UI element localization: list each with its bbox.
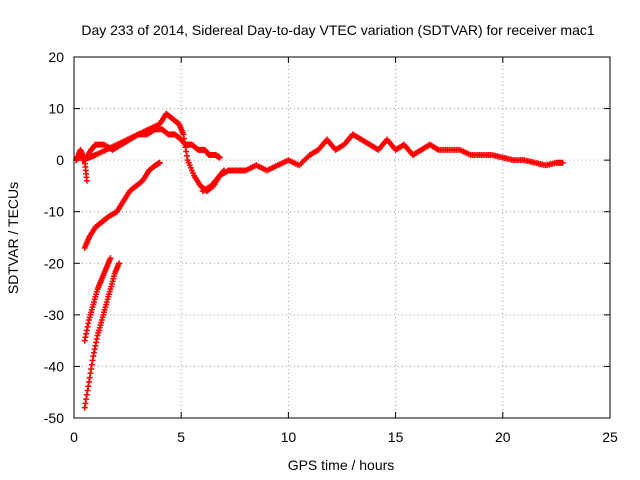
x-tick-label: 20 bbox=[495, 429, 511, 445]
series-track-6 bbox=[73, 146, 90, 184]
x-tick-label: 25 bbox=[602, 429, 618, 445]
data-point bbox=[216, 154, 223, 161]
grid bbox=[74, 57, 610, 418]
series-track-3 bbox=[81, 159, 163, 251]
y-tick-label: 0 bbox=[56, 152, 64, 168]
x-axis-label: GPS time / hours bbox=[288, 457, 395, 473]
y-tick-label: -20 bbox=[44, 255, 64, 271]
x-tick-label: 0 bbox=[70, 429, 78, 445]
series-track-4 bbox=[81, 255, 114, 344]
x-tick-label: 15 bbox=[388, 429, 404, 445]
plot-frame bbox=[73, 56, 611, 419]
y-axis-label: SDTVAR / TECUs bbox=[5, 182, 21, 294]
y-tick-label: -10 bbox=[44, 204, 64, 220]
y-tick-label: -30 bbox=[44, 307, 64, 323]
chart-title: Day 233 of 2014, Sidereal Day-to-day VTE… bbox=[81, 22, 594, 38]
y-tick-label: -40 bbox=[44, 358, 64, 374]
y-tick-label: -50 bbox=[44, 410, 64, 426]
series-track-5 bbox=[81, 260, 123, 411]
data-point bbox=[83, 177, 90, 184]
y-tick-label: 20 bbox=[48, 49, 64, 65]
data-point bbox=[156, 159, 163, 166]
data-point bbox=[116, 260, 123, 267]
data-point bbox=[107, 255, 114, 262]
series-track-7 bbox=[199, 131, 566, 195]
data-points bbox=[73, 110, 566, 411]
x-tick-label: 10 bbox=[281, 429, 297, 445]
y-tick-label: 10 bbox=[48, 101, 64, 117]
data-point bbox=[559, 159, 566, 166]
x-tick-label: 5 bbox=[177, 429, 185, 445]
